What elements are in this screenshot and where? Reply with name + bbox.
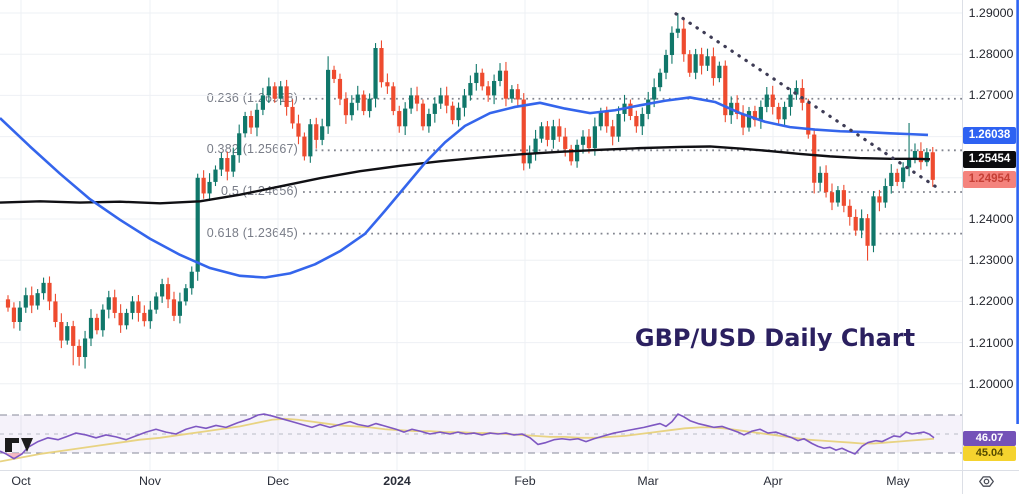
- fib-retracement-lines[interactable]: [303, 97, 962, 235]
- fib-label-0618[interactable]: 0.618 (1.23645): [206, 225, 298, 240]
- candlestick-series[interactable]: [5, 13, 935, 369]
- descending-trendline[interactable]: [674, 12, 943, 192]
- moving-averages[interactable]: [0, 96, 931, 279]
- tradingview-logo[interactable]: [5, 437, 35, 462]
- eye-icon[interactable]: [978, 473, 995, 494]
- fib-label-0382[interactable]: 0.382 (1.25667): [206, 142, 298, 157]
- rsi-line[interactable]: [0, 413, 935, 460]
- rsi-panel[interactable]: [0, 413, 962, 463]
